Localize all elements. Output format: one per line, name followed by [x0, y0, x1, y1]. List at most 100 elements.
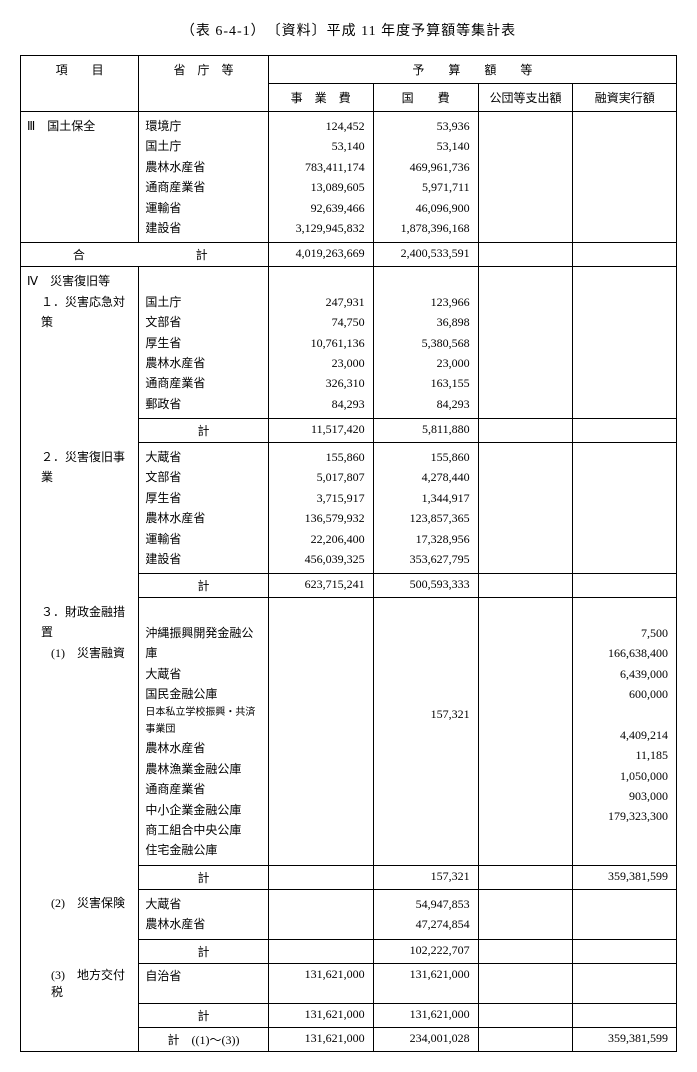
cell-value: 124,452	[275, 116, 365, 136]
empty-item	[21, 574, 139, 598]
agency-label: 国土庁	[145, 136, 261, 156]
sub3-total-c2: 234,001,028	[373, 1027, 478, 1051]
empty-cell	[573, 889, 677, 939]
cell-value: 123,857,365	[380, 508, 470, 528]
p3-c1: 131,621,000	[268, 963, 373, 1003]
cell-value: 903,000	[579, 786, 668, 806]
cell-value: 1,050,000	[579, 766, 668, 786]
sub2-subtotal-c1: 623,715,241	[268, 574, 373, 598]
section3-total-c1: 4,019,263,669	[268, 243, 373, 267]
agency-label: 農林水産省	[145, 914, 261, 934]
cell-value: 3,715,917	[275, 488, 365, 508]
cell-value: 92,639,466	[275, 198, 365, 218]
sub1-subtotal-c1: 11,517,420	[268, 419, 373, 443]
cell-value: 46,096,900	[380, 198, 470, 218]
empty-cell	[573, 443, 677, 574]
agency-label: 住宅金融公庫	[145, 840, 261, 860]
section4-sub1-label: Ⅳ 災害復旧等 １．災害応急対策	[21, 267, 139, 419]
cell-value: 22,206,400	[275, 529, 365, 549]
section3-total-left: 合	[21, 243, 139, 267]
agency-label: 大蔵省	[145, 664, 261, 684]
p2-label-cell: (2) 災害保険	[21, 889, 139, 939]
cell-value: 53,936	[380, 116, 470, 136]
cell-value: 136,579,932	[275, 508, 365, 528]
agency-label: 環境庁	[145, 116, 261, 136]
cell-value: 74,750	[275, 312, 365, 332]
sub3-total-label: 計 ((1)～(3))	[139, 1027, 268, 1051]
agency-label: 厚生省	[145, 488, 261, 508]
header-agency: 省 庁 等	[139, 56, 268, 112]
cell-value: 10,761,136	[275, 333, 365, 353]
empty-item	[21, 419, 139, 443]
agency-label: 運輸省	[145, 529, 261, 549]
cell-value: 53,140	[275, 136, 365, 156]
agency-label: 通商産業省	[145, 177, 261, 197]
agency-label: 建設省	[145, 218, 261, 238]
cell-value: 7,500	[579, 623, 668, 643]
p1-agencies: 沖縄振興開発金融公庫 大蔵省 国民金融公庫 日本私立学校振興・共済事業団 農林水…	[139, 598, 268, 865]
agency-label: 農林水産省	[145, 353, 261, 373]
cell-value: 53,140	[380, 136, 470, 156]
cell-value: 36,898	[380, 312, 470, 332]
cell-value: 11,185	[579, 745, 668, 765]
empty-cell	[478, 574, 573, 598]
empty-cell	[478, 1027, 573, 1051]
header-budget-group: 予 算 額 等	[268, 56, 676, 84]
sub3-total-c1: 131,621,000	[268, 1027, 373, 1051]
empty-cell	[573, 419, 677, 443]
cell-value: 23,000	[275, 353, 365, 373]
empty-cell	[478, 598, 573, 865]
empty-cell	[478, 939, 573, 963]
section4-label: Ⅳ 災害復旧等	[27, 271, 132, 291]
p1-subtotal-c2: 157,321	[373, 865, 478, 889]
empty-item	[21, 1003, 139, 1027]
cell-value: 469,961,736	[380, 157, 470, 177]
p2-agencies: 大蔵省 農林水産省	[139, 889, 268, 939]
agency-label: 国土庁	[145, 292, 261, 312]
section3-col1: 124,452 53,140 783,411,174 13,089,605 92…	[268, 112, 373, 243]
agency-label: 大蔵省	[145, 894, 261, 914]
section3-label: Ⅲ 国土保全	[21, 112, 139, 243]
cell-value: 123,966	[380, 292, 470, 312]
agency-label: 農林水産省	[145, 157, 261, 177]
empty-cell	[478, 1003, 573, 1027]
empty-cell	[478, 865, 573, 889]
section3-agencies: 環境庁 国土庁 農林水産省 通商産業省 運輸省 建設省	[139, 112, 268, 243]
sub1-subtotal-label: 計	[139, 419, 268, 443]
p1-label: (1) 災害融資	[27, 643, 132, 663]
agency-label: 文部省	[145, 312, 261, 332]
agency-label: 運輸省	[145, 198, 261, 218]
sub1-c2: 123,966 36,898 5,380,568 23,000 163,155 …	[373, 267, 478, 419]
sub3-label: ３．財政金融措置	[27, 602, 132, 643]
empty-cell	[573, 243, 677, 267]
p2-subtotal-c2: 102,222,707	[373, 939, 478, 963]
p3-subtotal-label: 計	[139, 1003, 268, 1027]
cell-value: 1,344,917	[380, 488, 470, 508]
cell-value: 157,321	[380, 704, 470, 724]
p3-label: (3) 地方交付税	[27, 966, 132, 1000]
cell-value: 84,293	[275, 394, 365, 414]
p1-c4: 7,500 166,638,400 6,439,000 600,000 4,40…	[573, 598, 677, 865]
cell-value: 600,000	[579, 684, 668, 704]
sub3-total-c4: 359,381,599	[573, 1027, 677, 1051]
cell-value: 4,278,440	[380, 467, 470, 487]
p2-label: (2) 災害保険	[27, 893, 132, 913]
agency-label: 商工組合中央公庫	[145, 820, 261, 840]
p1-subtotal-c4: 359,381,599	[573, 865, 677, 889]
empty-cell	[573, 267, 677, 419]
sub1-c1: 247,931 74,750 10,761,136 23,000 326,310…	[268, 267, 373, 419]
empty-cell	[478, 419, 573, 443]
p2-subtotal-label: 計	[139, 939, 268, 963]
empty-cell	[268, 939, 373, 963]
agency-label: 農林漁業金融公庫	[145, 759, 261, 779]
empty-cell	[573, 963, 677, 1003]
agency-label: 建設省	[145, 549, 261, 569]
p3-label-cell: (3) 地方交付税	[21, 963, 139, 1003]
sub1-agencies: 国土庁 文部省 厚生省 農林水産省 通商産業省 郵政省	[139, 267, 268, 419]
p3-subtotal-c1: 131,621,000	[268, 1003, 373, 1027]
header-col1: 事 業 費	[268, 84, 373, 112]
sub3-p1-label-cell: ３．財政金融措置 (1) 災害融資	[21, 598, 139, 865]
cell-value: 163,155	[380, 373, 470, 393]
agency-label: 日本私立学校振興・共済事業団	[145, 704, 261, 738]
empty-item	[21, 939, 139, 963]
